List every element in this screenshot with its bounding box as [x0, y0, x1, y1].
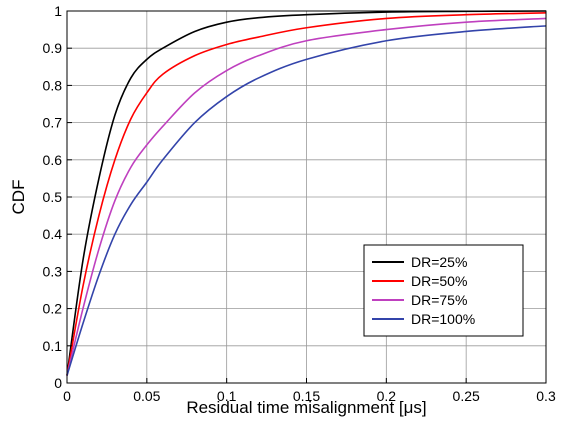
series-line: [66, 12, 547, 376]
y-tick-label: 0.3: [43, 263, 63, 279]
x-tick-label: 0.1: [217, 388, 237, 404]
y-tick-label: 0.1: [43, 338, 63, 354]
y-tick-label: 0.5: [43, 189, 63, 205]
x-tick-label: 0.25: [453, 388, 480, 404]
y-tick-label: 1: [54, 3, 62, 19]
y-tick-label: 0.2: [43, 301, 63, 317]
y-tick-label: 0.7: [43, 115, 63, 131]
legend-label: DR=100%: [411, 311, 475, 327]
legend-label: DR=50%: [411, 273, 467, 289]
x-tick-label: 0.05: [133, 388, 160, 404]
legend-label: DR=25%: [411, 254, 467, 270]
y-tick-label: 0.4: [43, 226, 63, 242]
legend-label: DR=75%: [411, 292, 467, 308]
y-tick-label: 0.9: [43, 40, 63, 56]
x-tick-label: 0.2: [377, 388, 397, 404]
x-axis-label: Residual time misalignment [μs]: [186, 398, 426, 417]
y-axis-ticks: 0 0.1 0.2 0.3 0.4 0.5 0.6 0.7 0.8 0.9 1: [43, 3, 72, 391]
y-tick-label: 0.8: [43, 77, 63, 93]
x-tick-label: 0.3: [536, 388, 556, 404]
series-line: [66, 10, 547, 376]
y-tick-label: 0: [54, 375, 62, 391]
y-axis-label: CDF: [9, 180, 28, 215]
y-tick-label: 0.6: [43, 152, 63, 168]
x-axis-ticks: 0 0.05 0.1 0.15 0.2 0.25 0.3: [63, 378, 556, 404]
series-line: [66, 25, 547, 376]
legend-box: [363, 244, 524, 337]
x-tick-label: 0.15: [293, 388, 320, 404]
series-layer: [66, 10, 547, 376]
legend: DR=25% DR=50% DR=75% DR=100%: [363, 244, 524, 337]
x-tick-label: 0: [63, 388, 71, 404]
series-line: [66, 17, 547, 376]
